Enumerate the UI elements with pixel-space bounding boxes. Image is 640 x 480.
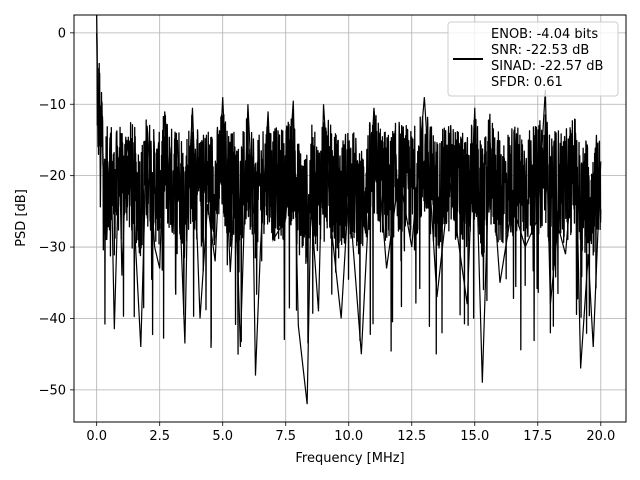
- y-tick-label: −40: [39, 312, 66, 327]
- x-tick-label: 17.5: [523, 429, 552, 444]
- x-tick-label: 20.0: [586, 429, 615, 444]
- x-tick-label: 0.0: [86, 429, 107, 444]
- y-tick-label: −50: [39, 383, 66, 398]
- x-tick-label: 5.0: [212, 429, 233, 444]
- series-layer: [96, 15, 602, 405]
- y-tick-label: −10: [39, 98, 66, 113]
- x-axis-ticks: 0.0 2.5 5.0 7.5 10.0 12.5 15.0 17.5 20.0: [86, 422, 615, 444]
- legend-entry-snr: SNR: -22.53 dB: [491, 43, 589, 58]
- legend-entry-sfdr: SFDR: 0.61: [491, 75, 563, 90]
- y-axis-label: PSD [dB]: [14, 189, 29, 247]
- y-tick-label: −30: [39, 241, 66, 256]
- legend-entry-enob: ENOB: -4.04 bits: [491, 27, 598, 42]
- x-tick-label: 12.5: [397, 429, 426, 444]
- x-tick-label: 15.0: [460, 429, 489, 444]
- psd-series-peaks: [96, 32, 602, 405]
- psd-series-line: [96, 15, 602, 355]
- x-axis-label: Frequency [MHz]: [295, 451, 404, 466]
- x-tick-label: 7.5: [275, 429, 296, 444]
- legend-box: [447, 21, 619, 97]
- plot-frame: [73, 14, 627, 423]
- y-axis-ticks: 0 −10 −20 −30 −40 −50: [39, 26, 74, 398]
- x-tick-label: 10.0: [334, 429, 363, 444]
- y-tick-label: −20: [39, 169, 66, 184]
- legend-entry-sinad: SINAD: -22.57 dB: [491, 59, 603, 74]
- x-tick-label: 2.5: [149, 429, 170, 444]
- y-tick-label: 0: [58, 26, 66, 41]
- legend: ENOB: -4.04 bits SNR: -22.53 dB SINAD: -…: [447, 21, 619, 97]
